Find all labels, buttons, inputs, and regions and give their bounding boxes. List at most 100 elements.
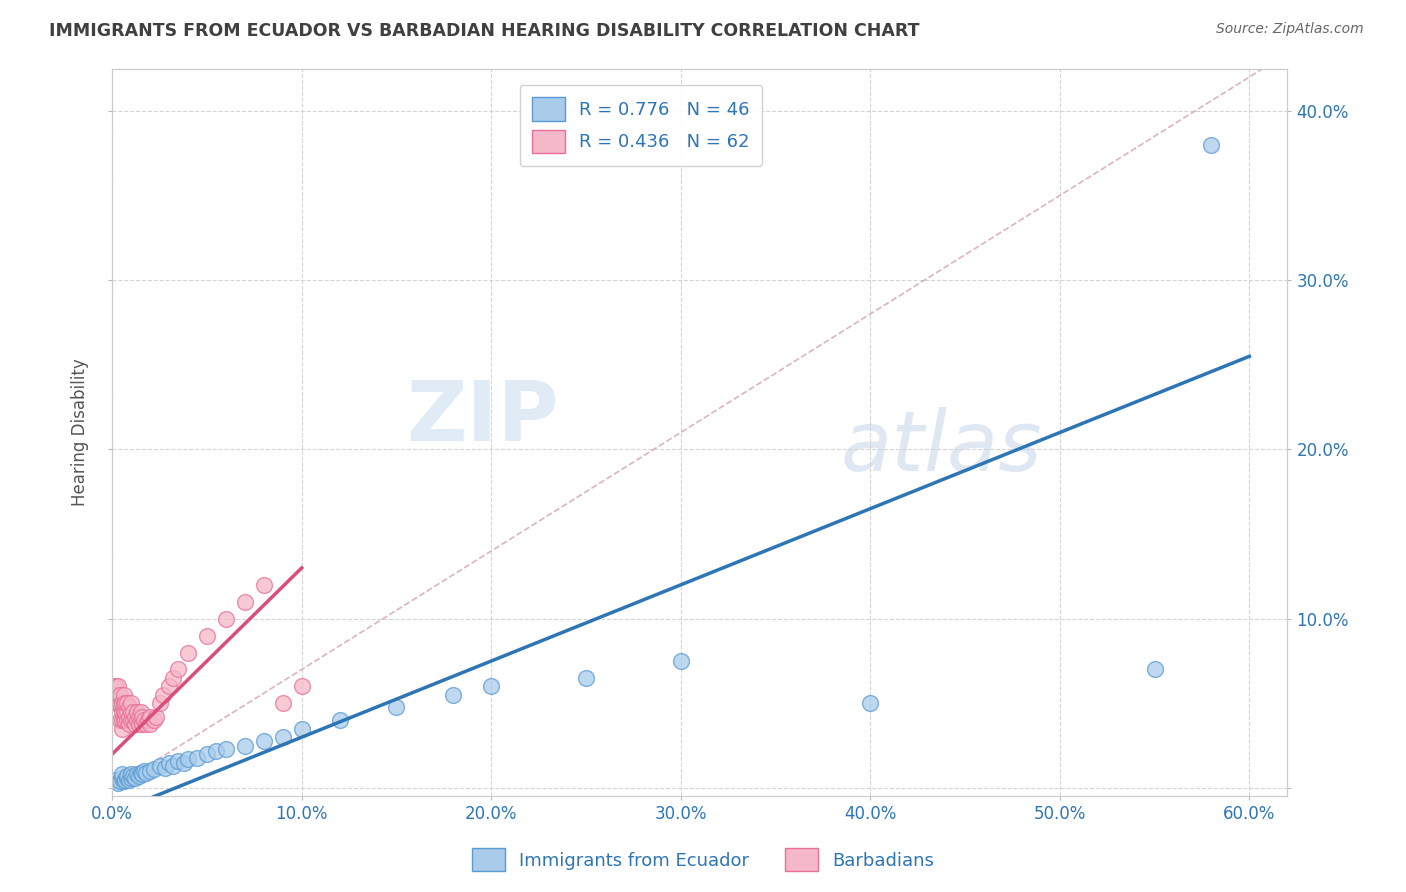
Point xyxy=(114,697,136,711)
Point xyxy=(122,705,145,719)
Point xyxy=(111,697,134,711)
Point xyxy=(215,742,238,756)
Point xyxy=(104,680,127,694)
Point xyxy=(107,697,129,711)
Point xyxy=(104,688,127,702)
Text: IMMIGRANTS FROM ECUADOR VS BARBADIAN HEARING DISABILITY CORRELATION CHART: IMMIGRANTS FROM ECUADOR VS BARBADIAN HEA… xyxy=(49,22,920,40)
Point xyxy=(139,716,162,731)
Text: atlas: atlas xyxy=(841,407,1042,488)
Point xyxy=(108,688,131,702)
Point xyxy=(107,776,129,790)
Point xyxy=(186,750,208,764)
Legend: Immigrants from Ecuador, Barbadians: Immigrants from Ecuador, Barbadians xyxy=(465,841,941,879)
Point xyxy=(118,710,141,724)
Point xyxy=(139,710,162,724)
Point xyxy=(135,716,157,731)
Point xyxy=(148,759,170,773)
Point xyxy=(112,697,135,711)
Point xyxy=(120,713,142,727)
Point xyxy=(108,774,131,789)
Text: ZIP: ZIP xyxy=(406,377,558,458)
Point xyxy=(120,771,142,785)
Point xyxy=(129,765,152,780)
Point xyxy=(117,769,139,783)
Point xyxy=(111,767,134,781)
Point xyxy=(195,747,218,761)
Point xyxy=(111,713,134,727)
Point xyxy=(385,699,408,714)
Point xyxy=(112,713,135,727)
Point xyxy=(125,705,148,719)
Point xyxy=(157,756,180,770)
Point xyxy=(1201,137,1223,152)
Point xyxy=(129,713,152,727)
Point xyxy=(112,774,135,789)
Point xyxy=(135,765,157,780)
Text: Source: ZipAtlas.com: Source: ZipAtlas.com xyxy=(1216,22,1364,37)
Point xyxy=(118,772,141,787)
Point xyxy=(118,716,141,731)
Point xyxy=(118,699,141,714)
Point xyxy=(120,767,142,781)
Point xyxy=(291,722,314,736)
Point xyxy=(177,752,200,766)
Point xyxy=(134,764,156,778)
Point xyxy=(103,680,125,694)
Point xyxy=(124,716,146,731)
Point xyxy=(441,688,464,702)
Point xyxy=(162,759,184,773)
Point xyxy=(155,761,177,775)
Point xyxy=(122,769,145,783)
Point xyxy=(131,767,153,781)
Point xyxy=(120,697,142,711)
Point xyxy=(124,771,146,785)
Point xyxy=(122,713,145,727)
Point xyxy=(142,763,165,777)
Point xyxy=(117,771,139,785)
Point xyxy=(117,713,139,727)
Point xyxy=(205,744,228,758)
Point xyxy=(131,716,153,731)
Point xyxy=(107,680,129,694)
Point xyxy=(114,705,136,719)
Point xyxy=(145,710,167,724)
Point xyxy=(233,739,256,753)
Point xyxy=(575,671,598,685)
Point xyxy=(111,722,134,736)
Point xyxy=(104,772,127,787)
Y-axis label: Hearing Disability: Hearing Disability xyxy=(72,359,89,507)
Point xyxy=(108,713,131,727)
Point xyxy=(114,713,136,727)
Point xyxy=(117,697,139,711)
Point xyxy=(152,688,174,702)
Point xyxy=(329,713,352,727)
Point xyxy=(129,705,152,719)
Point xyxy=(233,595,256,609)
Point xyxy=(108,697,131,711)
Point xyxy=(136,713,159,727)
Point xyxy=(114,772,136,787)
Point xyxy=(117,705,139,719)
Point xyxy=(128,716,150,731)
Point xyxy=(128,710,150,724)
Legend: R = 0.776   N = 46, R = 0.436   N = 62: R = 0.776 N = 46, R = 0.436 N = 62 xyxy=(520,85,762,166)
Point xyxy=(167,754,190,768)
Point xyxy=(148,697,170,711)
Point xyxy=(291,680,314,694)
Point xyxy=(120,705,142,719)
Point xyxy=(111,705,134,719)
Point xyxy=(479,680,502,694)
Point xyxy=(167,663,190,677)
Point xyxy=(195,629,218,643)
Point xyxy=(859,697,882,711)
Point xyxy=(142,713,165,727)
Point xyxy=(173,756,195,770)
Point xyxy=(125,713,148,727)
Point xyxy=(271,730,294,744)
Point xyxy=(112,705,135,719)
Point xyxy=(125,767,148,781)
Point xyxy=(1143,663,1166,677)
Point xyxy=(157,680,180,694)
Point xyxy=(253,733,276,747)
Point xyxy=(215,612,238,626)
